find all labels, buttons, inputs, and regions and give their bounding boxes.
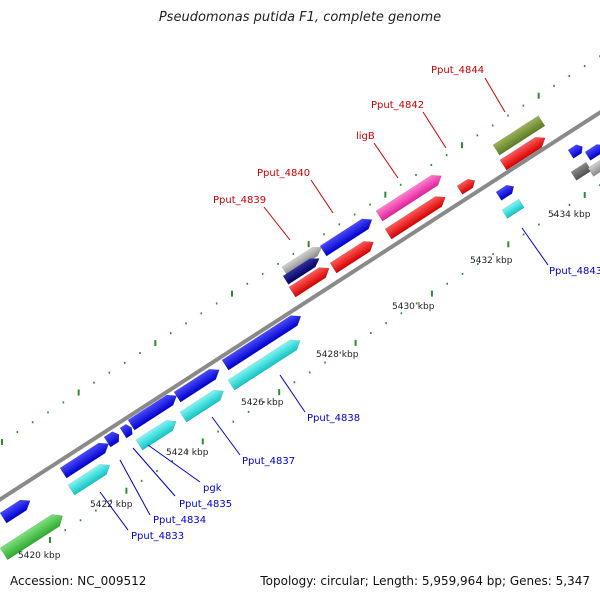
gene-label-pput-4842[interactable]: Pput_4842 [371,100,424,111]
gene-feature[interactable] [384,192,449,240]
kbp-label: 5434 kbp [548,210,591,220]
gene-label-pput-4837[interactable]: Pput_4837 [242,456,295,467]
gene-label-pput-4844[interactable]: Pput_4844 [431,65,484,76]
gene-feature[interactable] [329,237,377,274]
kbp-label: 5430 kbp [392,302,435,312]
accession-text: Accession: NC_009512 [10,574,147,588]
kbp-labels: 5420 kbp 5422 kbp 5424 kbp 5426 kbp 5428… [18,210,591,561]
gene-feature[interactable] [319,215,375,257]
gene-feature[interactable] [67,460,113,496]
gene-feature[interactable] [584,141,600,161]
label-leader-lines [99,77,549,531]
gene-feature[interactable] [103,429,122,448]
gene-feature[interactable] [119,423,135,439]
gene-feature[interactable] [59,439,112,479]
gene-label-ligb[interactable]: ligB [356,131,375,142]
gene-feature[interactable] [587,159,600,177]
gene-feature[interactable] [567,142,585,159]
gene-labels-red: Pput_4839 Pput_4840 ligB Pput_4842 Pput_… [213,65,484,206]
gene-label-pput-4833[interactable]: Pput_4833 [131,531,184,542]
kbp-label: 5420 kbp [18,551,61,561]
outer-tick-row [1,55,600,445]
kbp-label: 5428 kbp [316,350,359,360]
gene-label-pgk[interactable]: pgk [203,483,222,494]
gene-label-pput-4834[interactable]: Pput_4834 [153,515,206,526]
genome-summary-text: Topology: circular; Length: 5,959,964 bp… [260,574,590,588]
inner-tick-row [49,184,600,543]
gene-feature[interactable] [501,198,525,219]
gene-label-pput-4840[interactable]: Pput_4840 [257,168,310,179]
kbp-label: 5426 kbp [241,398,284,408]
gene-label-pput-4843[interactable]: Pput_4843 [549,266,600,277]
gene-feature[interactable] [456,176,478,195]
gene-feature[interactable] [221,311,304,371]
gene-feature[interactable] [179,386,227,423]
gene-features [0,115,600,561]
gene-feature[interactable] [173,365,223,403]
gene-labels-blue: Pput_4833 Pput_4834 Pput_4835 pgk Pput_4… [131,266,600,542]
gene-feature[interactable] [495,182,517,201]
gene-feature[interactable] [127,391,180,431]
genome-backbone [0,110,600,502]
map-title: Pseudomonas putida F1, complete genome [158,10,442,25]
gene-label-pput-4838[interactable]: Pput_4838 [307,413,360,424]
gene-feature[interactable] [135,416,179,451]
gene-feature[interactable] [288,263,332,298]
kbp-label: 5432 kbp [470,256,513,266]
gene-feature[interactable] [570,161,592,181]
gene-feature[interactable] [375,171,445,222]
gene-feature[interactable] [0,510,66,561]
kbp-label: 5424 kbp [166,448,209,458]
gene-label-pput-4839[interactable]: Pput_4839 [213,195,266,206]
gene-feature[interactable] [227,336,303,391]
gene-feature[interactable] [492,115,546,156]
gene-feature[interactable] [0,496,33,524]
kbp-label: 5422 kbp [90,500,133,510]
gene-feature[interactable] [499,133,549,171]
gene-feature[interactable] [282,254,322,285]
gene-label-pput-4835[interactable]: Pput_4835 [179,499,232,510]
